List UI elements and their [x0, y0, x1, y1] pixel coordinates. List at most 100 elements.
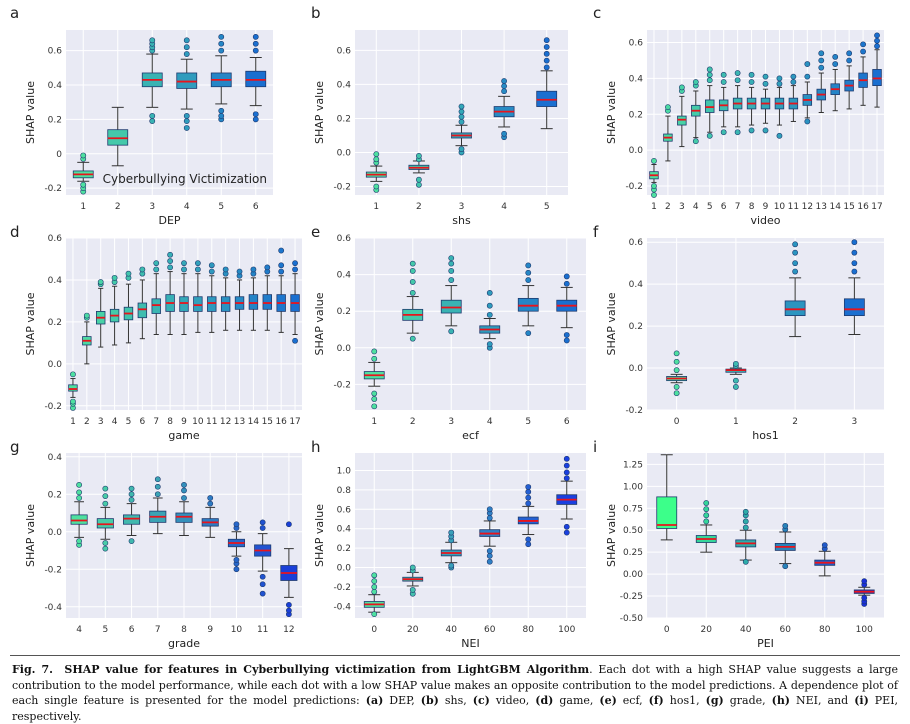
flier: [80, 152, 87, 159]
flier: [748, 79, 755, 85]
flier: [409, 335, 416, 342]
box-2: [107, 106, 129, 167]
flier: [782, 522, 789, 529]
x-axis-label: NEI: [461, 637, 479, 650]
x-tick-label: 5: [218, 202, 224, 212]
box-60: [479, 506, 501, 565]
flier: [762, 73, 769, 80]
flier: [706, 77, 713, 84]
flier: [222, 266, 229, 273]
box-11: [788, 73, 799, 122]
flier: [252, 33, 259, 40]
flier: [563, 455, 570, 462]
flier: [525, 500, 532, 507]
flier: [486, 341, 493, 348]
box-6: [245, 33, 267, 123]
flier: [525, 536, 532, 543]
flier: [371, 611, 378, 618]
x-tick-label: 1: [371, 417, 377, 427]
flier: [543, 44, 550, 50]
flier: [448, 529, 455, 536]
flier: [371, 578, 378, 585]
y-axis-label: SHAP value: [24, 504, 37, 567]
box-body: [784, 300, 806, 317]
box-body: [262, 294, 272, 310]
flier: [486, 302, 493, 309]
x-tick-label: 2: [665, 202, 671, 212]
box-20: [402, 564, 424, 597]
panel-letter: b: [311, 4, 321, 22]
x-tick-label: 8: [749, 202, 755, 212]
y-tick-label: 0.4: [629, 280, 644, 290]
flier: [458, 103, 465, 110]
flier: [153, 266, 160, 273]
flier: [792, 260, 799, 267]
flier: [458, 113, 465, 120]
panel-letter: g: [10, 438, 20, 456]
y-tick-label: 0.75: [623, 504, 643, 514]
box-7: [732, 70, 743, 136]
y-tick-label: -0.2: [44, 402, 62, 412]
x-axis-label: ecf: [462, 429, 480, 442]
panel-d: d-0.20.00.20.40.61 2 3 4 5 6 7 8 9 10 11 12 13 14 15 16…: [10, 223, 302, 442]
plot-background: [647, 238, 884, 410]
x-axis-label: video: [750, 214, 780, 227]
y-tick-label: -0.2: [333, 182, 351, 192]
box-0: [656, 454, 678, 541]
x-tick-label: 14: [829, 202, 841, 212]
y-tick-label: 0: [56, 150, 62, 160]
flier: [762, 127, 769, 134]
x-tick-label: 6: [564, 417, 570, 427]
flier: [742, 508, 749, 515]
x-tick-label: 12: [802, 202, 813, 212]
x-tick-label: 2: [792, 417, 798, 427]
y-tick-label: 0.4: [337, 525, 352, 535]
x-tick-label: 9: [763, 202, 769, 212]
flier: [703, 506, 710, 513]
box-6: [123, 485, 141, 545]
flier: [486, 289, 493, 296]
flier: [409, 289, 416, 296]
flier: [742, 558, 749, 565]
x-tick-label: 5: [707, 202, 713, 212]
x-tick-label: 17: [871, 202, 882, 212]
box-100: [853, 578, 875, 607]
y-tick-label: 0.2: [337, 307, 351, 317]
box-8: [175, 481, 193, 536]
flier: [525, 269, 532, 276]
y-tick-label: -0.50: [620, 614, 644, 624]
x-tick-label: 5: [126, 417, 132, 427]
flier: [292, 266, 298, 273]
caption-part: (d) game,: [535, 694, 600, 707]
plot-background: [355, 453, 586, 618]
panel-i: i -0.50 -0.25 0.00 0.25 0.50 0.75 1.00 1.25 0 20 40…: [593, 438, 884, 650]
caption-part: (a) DEP,: [365, 694, 421, 707]
flier: [860, 41, 866, 48]
flier: [706, 132, 713, 139]
flier: [183, 125, 190, 131]
y-tick-label: 0.6: [337, 505, 352, 515]
x-tick-label: 4: [112, 417, 118, 427]
flier: [139, 266, 146, 273]
flier: [734, 129, 741, 136]
box-40: [735, 508, 757, 565]
flier: [252, 116, 259, 123]
flier: [874, 43, 880, 50]
box-100: [556, 455, 578, 536]
box-body: [220, 296, 231, 312]
flier: [525, 277, 532, 283]
flier: [651, 158, 657, 164]
box-60: [774, 522, 796, 570]
y-tick-label: 0.4: [337, 80, 352, 90]
box-3: [141, 37, 163, 124]
flier: [673, 350, 680, 357]
box-2: [82, 312, 92, 365]
flier: [563, 332, 570, 338]
flier: [153, 260, 160, 267]
caption-part: (c) video,: [472, 694, 536, 707]
flier: [194, 260, 201, 267]
x-tick-label: 6: [139, 417, 145, 427]
flier: [792, 268, 799, 275]
box-body: [207, 296, 217, 312]
flier: [692, 138, 699, 145]
